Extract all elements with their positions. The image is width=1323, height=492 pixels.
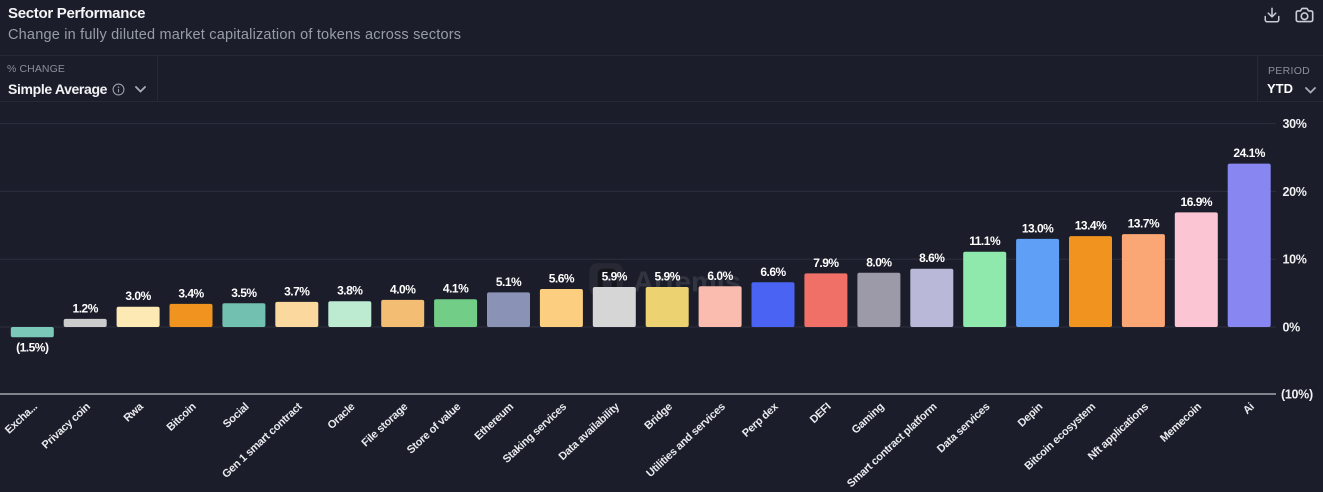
svg-text:(1.5%): (1.5%) (16, 341, 49, 355)
svg-text:(10%): (10%) (1281, 388, 1313, 402)
svg-text:Perp dex: Perp dex (740, 400, 781, 440)
svg-text:3.7%: 3.7% (284, 284, 310, 298)
svg-text:3.0%: 3.0% (125, 289, 151, 303)
svg-text:5.9%: 5.9% (602, 270, 628, 284)
svg-text:7.9%: 7.9% (813, 256, 839, 270)
svg-text:3.4%: 3.4% (178, 286, 204, 300)
svg-text:13.4%: 13.4% (1075, 219, 1107, 233)
svg-text:8.0%: 8.0% (866, 255, 892, 269)
svg-text:30%: 30% (1283, 117, 1307, 131)
svg-text:Privacy coin: Privacy coin (40, 401, 93, 452)
svg-text:Depin: Depin (1016, 401, 1046, 430)
svg-text:Social: Social (221, 401, 252, 431)
svg-text:Data services: Data services (935, 401, 992, 456)
svg-text:Ai: Ai (1241, 401, 1257, 417)
svg-text:5.9%: 5.9% (655, 270, 681, 284)
svg-text:DEFI: DEFI (808, 401, 834, 426)
svg-text:Rwa: Rwa (122, 400, 147, 424)
svg-text:6.6%: 6.6% (760, 265, 786, 279)
svg-text:Ethereum: Ethereum (473, 401, 517, 443)
svg-text:4.0%: 4.0% (390, 282, 416, 296)
svg-text:0%: 0% (1283, 321, 1301, 335)
svg-text:6.0%: 6.0% (707, 269, 733, 283)
svg-text:Excha...: Excha... (3, 401, 40, 437)
svg-text:Smart contract platform: Smart contract platform (845, 401, 940, 490)
svg-text:8.6%: 8.6% (919, 251, 945, 265)
svg-text:File storage: File storage (360, 401, 411, 450)
svg-text:5.1%: 5.1% (496, 275, 522, 289)
svg-text:4.1%: 4.1% (443, 282, 469, 296)
svg-text:Memecoin: Memecoin (1158, 401, 1204, 445)
svg-text:Oracle: Oracle (325, 401, 357, 432)
svg-text:11.1%: 11.1% (969, 234, 1001, 248)
svg-text:10%: 10% (1283, 253, 1307, 267)
svg-text:Gaming: Gaming (850, 401, 887, 436)
svg-text:5.6%: 5.6% (549, 272, 575, 286)
svg-text:Bridge: Bridge (642, 401, 674, 432)
svg-text:16.9%: 16.9% (1181, 195, 1213, 209)
svg-text:24.1%: 24.1% (1233, 146, 1265, 160)
svg-text:1.2%: 1.2% (73, 301, 99, 315)
svg-text:Store of value: Store of value (405, 401, 463, 457)
svg-text:3.8%: 3.8% (337, 284, 363, 298)
svg-text:20%: 20% (1283, 185, 1307, 199)
svg-text:13.7%: 13.7% (1128, 217, 1160, 231)
svg-text:3.5%: 3.5% (231, 286, 257, 300)
svg-text:13.0%: 13.0% (1022, 221, 1054, 235)
svg-text:Bitcoin: Bitcoin (165, 401, 199, 434)
